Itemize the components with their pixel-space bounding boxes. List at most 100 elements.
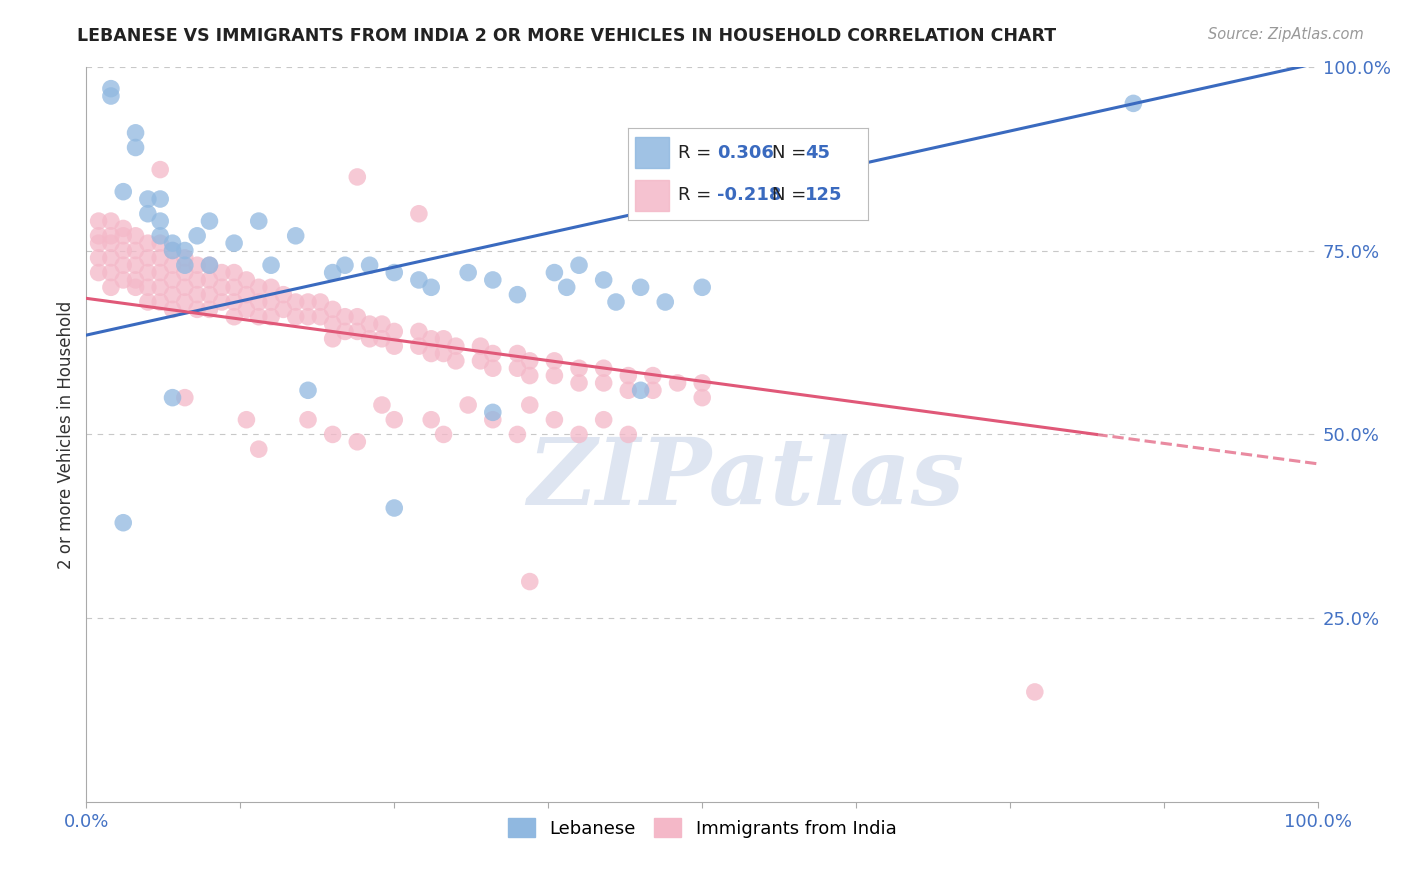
Point xyxy=(322,332,344,346)
Point xyxy=(149,266,172,280)
Point xyxy=(432,346,454,360)
Point xyxy=(198,214,221,228)
Point xyxy=(568,361,591,376)
Point xyxy=(173,391,195,405)
Point xyxy=(506,287,529,301)
Point xyxy=(112,273,135,287)
Point xyxy=(247,280,270,294)
Legend: Lebanese, Immigrants from India: Lebanese, Immigrants from India xyxy=(501,811,904,845)
Point xyxy=(1024,685,1046,699)
Text: 125: 125 xyxy=(806,186,842,204)
Point xyxy=(630,384,652,398)
Point xyxy=(382,339,405,353)
Point xyxy=(408,325,430,339)
Point xyxy=(100,89,122,103)
Point xyxy=(124,273,146,287)
Point xyxy=(543,354,565,368)
Point xyxy=(87,214,110,228)
Text: R =: R = xyxy=(678,186,717,204)
Point xyxy=(173,244,195,258)
Point xyxy=(112,185,135,199)
Point xyxy=(112,221,135,235)
Point xyxy=(112,244,135,258)
Point xyxy=(260,280,283,294)
Point xyxy=(568,427,591,442)
Point xyxy=(211,295,233,310)
Point xyxy=(641,368,664,383)
Point xyxy=(359,332,381,346)
Point xyxy=(432,427,454,442)
Point xyxy=(506,346,529,360)
Point xyxy=(112,258,135,272)
Point xyxy=(162,287,184,301)
Point xyxy=(247,214,270,228)
Point xyxy=(112,516,135,530)
Point xyxy=(162,302,184,317)
Text: -0.218: -0.218 xyxy=(717,186,782,204)
Bar xyxy=(636,179,669,211)
Point xyxy=(617,368,640,383)
Point xyxy=(666,376,689,390)
Point xyxy=(432,332,454,346)
Point xyxy=(247,310,270,324)
Point xyxy=(173,295,195,310)
Point xyxy=(136,266,159,280)
Point xyxy=(359,258,381,272)
Point xyxy=(420,332,443,346)
Point xyxy=(162,236,184,251)
Point xyxy=(346,434,368,449)
Point xyxy=(124,258,146,272)
Point xyxy=(506,427,529,442)
Point xyxy=(630,280,652,294)
Point xyxy=(543,266,565,280)
Point xyxy=(173,251,195,265)
Point xyxy=(149,214,172,228)
Point xyxy=(297,295,319,310)
Point xyxy=(322,427,344,442)
Point xyxy=(309,310,332,324)
Point xyxy=(87,236,110,251)
Point xyxy=(359,317,381,331)
Point xyxy=(1122,96,1144,111)
Point xyxy=(162,391,184,405)
Point xyxy=(333,258,356,272)
Point xyxy=(333,325,356,339)
Point xyxy=(149,192,172,206)
Point xyxy=(136,192,159,206)
Point xyxy=(654,295,676,310)
Point xyxy=(124,228,146,243)
Point xyxy=(568,376,591,390)
Point xyxy=(568,258,591,272)
Point xyxy=(543,413,565,427)
Point xyxy=(617,427,640,442)
Text: Source: ZipAtlas.com: Source: ZipAtlas.com xyxy=(1208,27,1364,42)
Text: 0.306: 0.306 xyxy=(717,144,773,161)
Point xyxy=(149,251,172,265)
Point xyxy=(346,169,368,184)
Point xyxy=(224,280,246,294)
Point xyxy=(481,405,503,419)
Point xyxy=(273,287,295,301)
Point xyxy=(124,126,146,140)
Point xyxy=(224,295,246,310)
Point xyxy=(470,354,492,368)
Point xyxy=(100,266,122,280)
Point xyxy=(592,273,614,287)
Point xyxy=(641,384,664,398)
Point xyxy=(149,228,172,243)
Point xyxy=(162,258,184,272)
Point xyxy=(198,273,221,287)
Point xyxy=(112,228,135,243)
Point xyxy=(247,295,270,310)
Point xyxy=(543,368,565,383)
Point xyxy=(124,244,146,258)
Point xyxy=(100,81,122,95)
Point xyxy=(198,258,221,272)
Point xyxy=(346,325,368,339)
Point xyxy=(457,266,479,280)
Point xyxy=(211,266,233,280)
Point xyxy=(382,501,405,516)
Point xyxy=(297,310,319,324)
Point xyxy=(592,361,614,376)
Point xyxy=(149,280,172,294)
